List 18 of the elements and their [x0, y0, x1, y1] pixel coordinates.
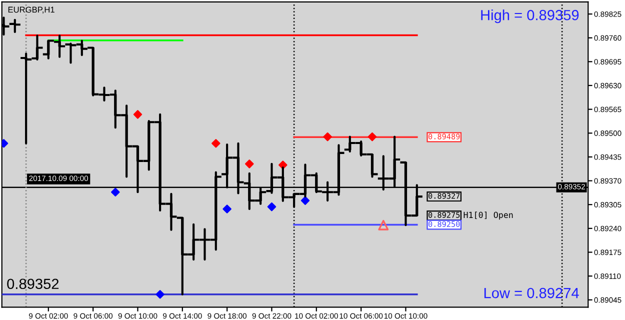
annotation: H1[0] Open — [464, 212, 513, 220]
point — [212, 139, 220, 148]
point — [323, 132, 332, 142]
point — [133, 110, 142, 119]
point — [278, 160, 288, 170]
annotation: High = 0.89359 — [481, 10, 579, 24]
point — [378, 220, 389, 230]
chart-title: EURGBP,H1 — [8, 6, 54, 14]
point — [111, 188, 120, 196]
point — [245, 160, 254, 168]
candlestick — [9, 18, 20, 34]
point — [267, 202, 276, 212]
point — [300, 196, 310, 205]
annotation: 0.89352 — [7, 278, 59, 290]
point — [368, 132, 377, 142]
annotation: Low = 0.89274 — [484, 288, 579, 298]
point — [156, 290, 164, 299]
point — [222, 204, 232, 214]
